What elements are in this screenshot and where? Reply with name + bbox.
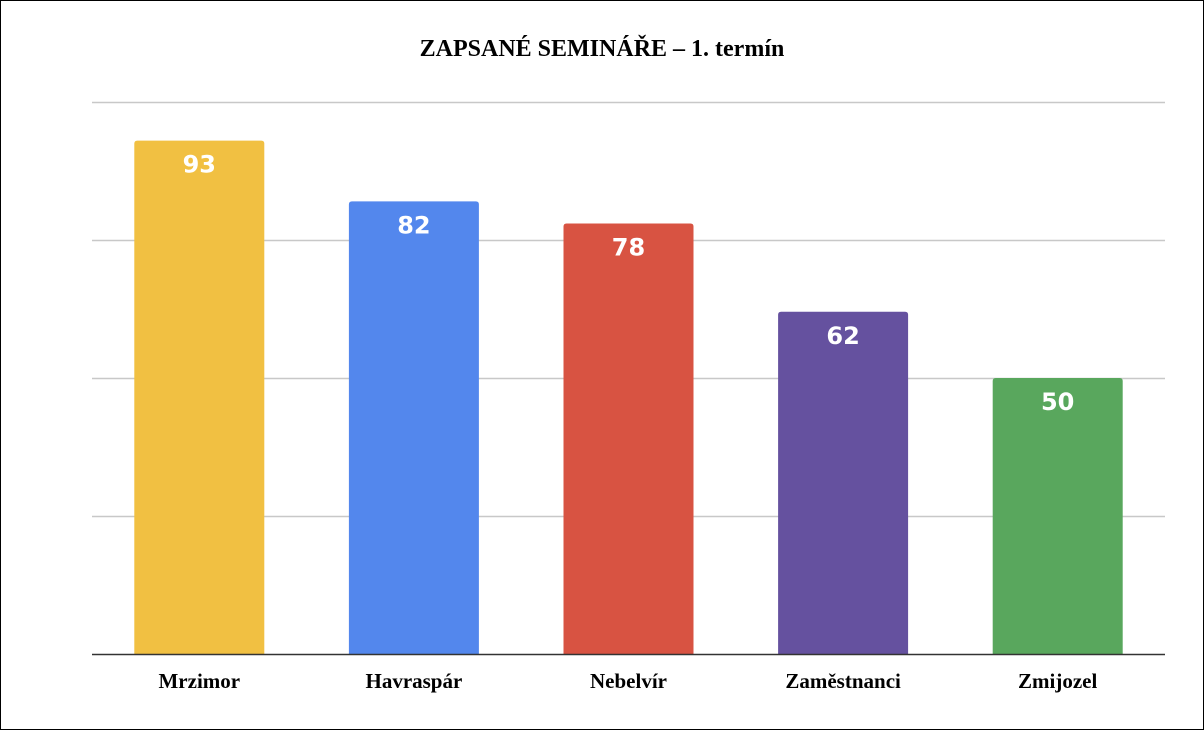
data-label: 62 [826,322,859,350]
bar [563,223,694,654]
data-label: 82 [397,211,430,239]
bar [134,140,265,654]
data-label: 78 [612,233,645,261]
chart-title: ZAPSANÉ SEMINÁŘE – 1. termín [419,36,785,62]
bar [348,201,479,655]
category-label: Havraspár [365,669,462,693]
bar [992,378,1123,654]
category-label: Nebelvír [590,669,667,693]
category-label: Mrzimor [158,669,240,693]
category-label: Zaměstnanci [785,669,901,693]
data-label: 93 [183,151,216,179]
data-label: 50 [1041,388,1074,416]
bar [778,311,909,654]
category-label: Zmijozel [1018,669,1097,693]
